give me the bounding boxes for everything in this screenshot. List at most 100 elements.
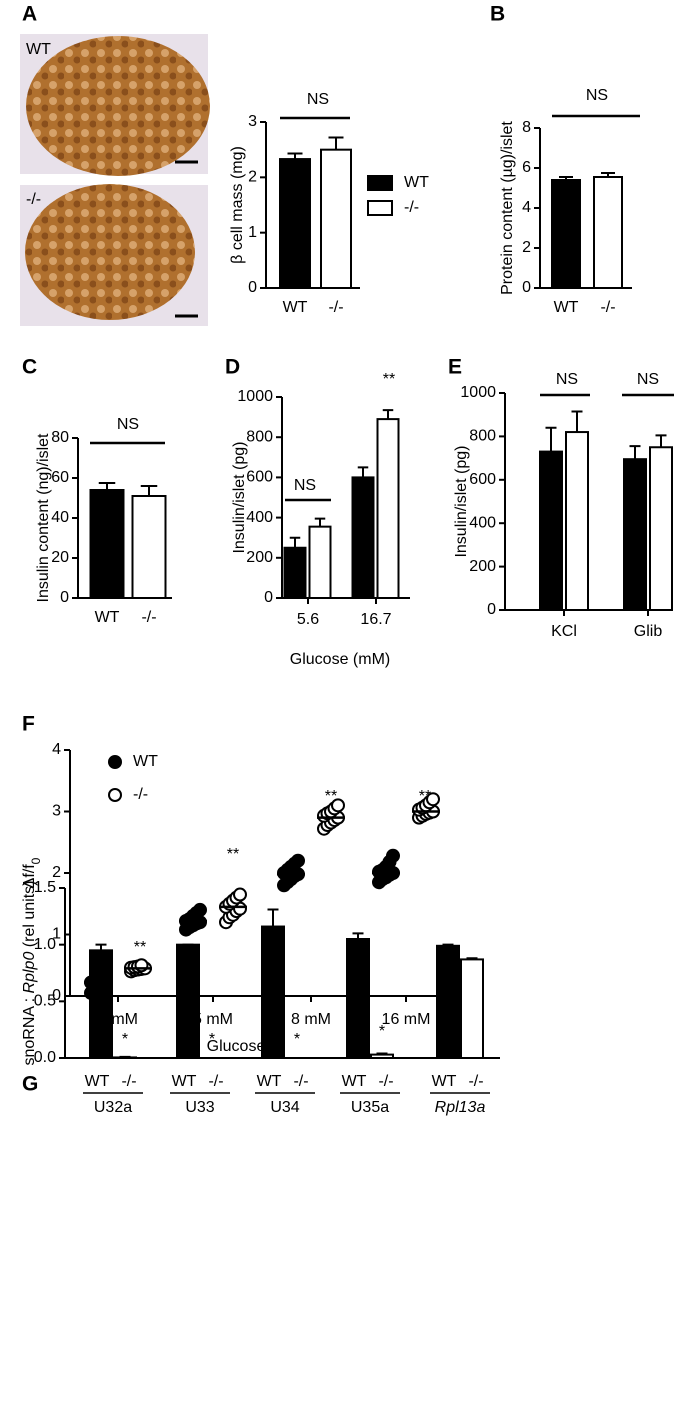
y-tick-label: 200 bbox=[469, 558, 496, 575]
point bbox=[426, 792, 440, 807]
error-bar bbox=[442, 943, 454, 946]
panel: D 0 200 400 600 800 1000 Insulin/islet (pg) Gluc… bbox=[225, 356, 410, 668]
annotation: * bbox=[122, 1031, 128, 1048]
bar bbox=[320, 148, 352, 289]
legend-label: WT bbox=[404, 174, 429, 191]
error-bar bbox=[140, 485, 158, 496]
y-tick-label: 8 bbox=[522, 119, 531, 136]
annotation: NS bbox=[586, 87, 608, 104]
panel: B 0 2 4 6 8 Protein content (µg)/islet NS WT -/- bbox=[490, 3, 640, 316]
x-tick-label: 16.7 bbox=[360, 611, 391, 628]
y-axis-label: Insulin/islet (pg) bbox=[453, 445, 470, 557]
y-tick-label: 0 bbox=[264, 589, 273, 606]
y-tick-label: 3 bbox=[52, 803, 61, 820]
bar bbox=[283, 546, 307, 599]
bar bbox=[346, 938, 370, 1059]
point bbox=[291, 853, 305, 868]
y-axis-label-part: (rel units) bbox=[21, 881, 38, 952]
x-tick-label: -/- bbox=[141, 609, 156, 626]
error-bar bbox=[287, 152, 303, 160]
y-tick-label: 800 bbox=[469, 428, 496, 445]
x-tick-label: U35a bbox=[351, 1099, 389, 1116]
y-tick-label: 600 bbox=[469, 471, 496, 488]
point bbox=[386, 848, 400, 863]
x-tick-label: 16 mM bbox=[382, 1011, 431, 1028]
series-label: -/- bbox=[378, 1073, 393, 1090]
error-bar bbox=[601, 172, 615, 177]
error-bar bbox=[571, 410, 583, 433]
x-tick-label: Rpl13a bbox=[435, 1099, 486, 1116]
error-bar bbox=[466, 957, 478, 960]
y-tick-label: 1 bbox=[248, 224, 257, 241]
bar bbox=[308, 525, 332, 600]
point bbox=[331, 798, 345, 813]
series-label: -/- bbox=[121, 1073, 136, 1090]
y-axis-label-part: Δf/f bbox=[21, 864, 38, 889]
point bbox=[193, 902, 207, 917]
bar bbox=[623, 458, 647, 611]
error-bar bbox=[267, 908, 279, 927]
x-tick-label: WT bbox=[283, 299, 308, 316]
panel-label: B bbox=[490, 3, 505, 26]
bar bbox=[351, 476, 375, 599]
x-tick-label: Glib bbox=[634, 623, 663, 640]
y-axis-label: Δf/f0 bbox=[21, 857, 43, 888]
x-axis-label: Glucose bbox=[207, 1038, 266, 1055]
legend-marker bbox=[108, 788, 122, 802]
y-tick-label: 600 bbox=[246, 469, 273, 486]
error-bar bbox=[95, 943, 107, 951]
annotation: * bbox=[209, 1031, 215, 1048]
x-axis-label: Glucose (mM) bbox=[290, 651, 390, 668]
series-label: -/- bbox=[468, 1073, 483, 1090]
legend-swatch bbox=[367, 200, 393, 216]
panel-label: C bbox=[22, 356, 37, 379]
image-label: WT bbox=[26, 41, 51, 58]
y-tick-label: 0.0 bbox=[34, 1049, 56, 1066]
annotation: NS bbox=[307, 91, 329, 108]
error-bar bbox=[328, 136, 344, 150]
x-tick-label: U33 bbox=[185, 1099, 214, 1116]
x-tick-label: WT bbox=[95, 609, 120, 626]
y-tick-label: 800 bbox=[246, 428, 273, 445]
bar bbox=[551, 179, 581, 289]
legend-label: -/- bbox=[133, 786, 148, 803]
y-tick-label: 4 bbox=[522, 199, 531, 216]
error-bar bbox=[376, 1052, 388, 1055]
error-bar bbox=[382, 409, 394, 420]
legend-swatch bbox=[367, 175, 393, 191]
annotation: * bbox=[294, 1031, 300, 1048]
bar bbox=[176, 943, 200, 1060]
error-bar bbox=[289, 536, 301, 548]
error-bar bbox=[545, 426, 557, 452]
y-tick-label: 1000 bbox=[460, 384, 496, 401]
annotation: NS bbox=[556, 371, 578, 388]
y-tick-label: 0 bbox=[522, 279, 531, 296]
panel-label: E bbox=[448, 356, 462, 379]
panel-label: F bbox=[22, 713, 35, 736]
error-bar bbox=[98, 482, 116, 490]
error-bar bbox=[559, 176, 573, 180]
y-tick-label: 0 bbox=[52, 987, 61, 1004]
series-label: WT bbox=[342, 1073, 367, 1090]
y-tick-label: 2 bbox=[522, 239, 531, 256]
y-tick-label: 0.5 bbox=[34, 993, 56, 1010]
bar bbox=[89, 949, 113, 1059]
bar bbox=[539, 450, 563, 611]
y-tick-label: 2 bbox=[248, 169, 257, 186]
y-tick-label: 20 bbox=[51, 549, 69, 566]
y-axis-label: β cell mass (mg) bbox=[229, 146, 246, 264]
series-label: WT bbox=[172, 1073, 197, 1090]
y-tick-label: 0 bbox=[60, 589, 69, 606]
y-tick-label: 40 bbox=[51, 509, 69, 526]
error-bar bbox=[314, 517, 326, 527]
x-tick-label: U34 bbox=[270, 1099, 299, 1116]
x-tick-label: WT bbox=[554, 299, 579, 316]
y-axis-label: snoRNA : Rplp0 (rel units) bbox=[21, 881, 38, 1066]
bar bbox=[131, 495, 167, 599]
y-axis-label-part: snoRNA : bbox=[21, 993, 38, 1065]
y-tick-label: 6 bbox=[522, 159, 531, 176]
y-tick-label: 0 bbox=[248, 279, 257, 296]
x-tick-label: -/- bbox=[328, 299, 343, 316]
